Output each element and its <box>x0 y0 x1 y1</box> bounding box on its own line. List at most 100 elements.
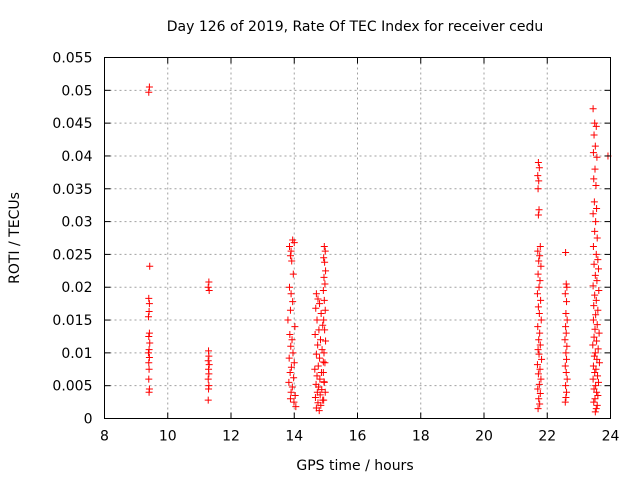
data-point <box>536 341 544 349</box>
data-point <box>561 362 569 370</box>
x-tick-label: 14 <box>285 429 303 445</box>
data-point <box>594 378 602 386</box>
data-point <box>314 362 322 370</box>
data-point <box>563 355 571 363</box>
data-point <box>591 349 599 357</box>
data-point <box>286 306 294 314</box>
data-point <box>145 375 153 383</box>
data-point <box>593 153 601 161</box>
data-point <box>590 131 598 139</box>
data-point <box>562 309 570 317</box>
data-point <box>321 258 329 266</box>
data-point <box>319 287 327 295</box>
data-point <box>320 273 328 281</box>
data-point <box>316 300 324 308</box>
data-point <box>319 369 327 377</box>
data-point <box>285 378 293 386</box>
data-point <box>320 243 328 251</box>
y-tick-label: 0.025 <box>52 247 92 263</box>
data-point <box>534 385 542 393</box>
data-point <box>591 165 599 173</box>
data-point <box>563 298 571 306</box>
data-point <box>205 361 213 369</box>
data-point <box>317 401 325 409</box>
data-point <box>590 333 598 341</box>
data-point <box>590 398 598 406</box>
data-point <box>312 304 320 312</box>
data-point <box>315 407 323 415</box>
data-point <box>316 375 324 383</box>
data-point <box>535 380 543 388</box>
data-point <box>562 393 570 401</box>
data-point <box>316 354 324 362</box>
data-point <box>535 164 543 172</box>
data-point <box>312 350 320 358</box>
data-point <box>534 172 542 180</box>
data-point <box>595 329 603 337</box>
data-point <box>563 283 571 291</box>
data-point <box>537 262 545 270</box>
data-point <box>593 234 601 242</box>
data-point <box>317 309 325 317</box>
data-point <box>594 306 602 314</box>
data-point <box>290 239 298 247</box>
data-point <box>562 369 570 377</box>
y-tick-label: 0 <box>84 412 93 428</box>
data-point <box>591 227 599 235</box>
data-point <box>316 391 324 399</box>
data-point <box>321 280 329 288</box>
data-point <box>145 308 153 316</box>
y-tick-label: 0.035 <box>52 182 92 198</box>
x-tick-label: 22 <box>538 429 556 445</box>
data-point <box>286 369 294 377</box>
data-point <box>144 349 152 357</box>
data-point <box>562 349 570 357</box>
chart-title: Day 126 of 2019, Rate Of TEC Index for r… <box>167 19 543 35</box>
data-point <box>594 345 602 353</box>
grid <box>104 57 611 419</box>
data-point <box>591 369 599 377</box>
x-tick-label: 8 <box>100 429 109 445</box>
y-tick-label: 0.01 <box>61 346 92 362</box>
data-point <box>204 375 212 383</box>
x-tick-label: 24 <box>602 429 620 445</box>
data-point <box>288 257 296 265</box>
data-point <box>313 372 321 380</box>
data-point <box>316 336 324 344</box>
data-point <box>321 388 329 396</box>
data-point <box>538 355 546 363</box>
data-point <box>320 296 328 304</box>
data-point <box>591 291 599 299</box>
data-point <box>289 298 297 306</box>
axis-ticks: 8 10 12 14 16 18 20 22 24 0 0.005 0.01 0.015 0.02 0.02… <box>52 51 619 445</box>
data-point <box>146 339 154 347</box>
data-point <box>287 342 295 350</box>
y-tick-label: 0.005 <box>52 379 92 395</box>
data-point <box>563 316 571 324</box>
data-point <box>536 329 544 337</box>
data-point <box>535 206 543 214</box>
data-point <box>561 290 569 298</box>
data-point <box>561 398 569 406</box>
data-point <box>287 363 295 371</box>
data-point <box>536 390 544 398</box>
data-point <box>322 337 330 345</box>
data-point <box>595 359 603 367</box>
y-tick-label: 0.02 <box>61 280 92 296</box>
data-point <box>145 388 153 396</box>
data-point <box>145 365 153 373</box>
y-axis-label: ROTI / TECUs <box>7 192 23 284</box>
data-point <box>287 290 295 298</box>
data-point <box>591 119 599 127</box>
data-point <box>593 321 601 329</box>
data-point <box>592 250 600 258</box>
data-point <box>589 316 597 324</box>
data-point <box>534 270 542 278</box>
data-point <box>321 359 329 367</box>
data-point <box>289 349 297 357</box>
data-point <box>593 204 601 212</box>
x-tick-label: 20 <box>475 429 493 445</box>
data-point <box>286 395 294 403</box>
data-point <box>320 349 328 357</box>
